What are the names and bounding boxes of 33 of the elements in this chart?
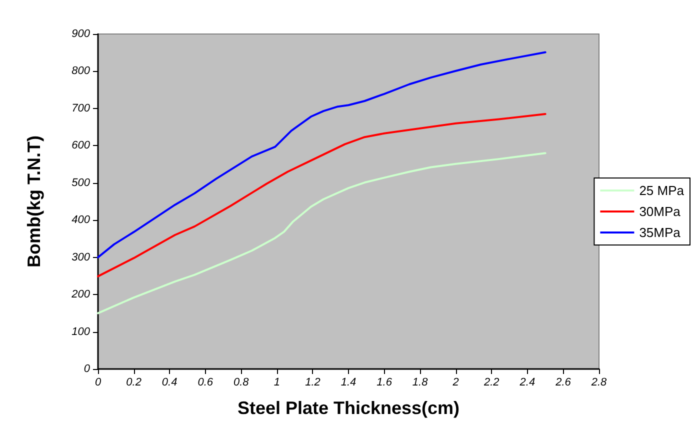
- x-tick-label: 2.6: [554, 376, 572, 388]
- legend-label: 30MPa: [639, 204, 682, 219]
- y-tick-label: 600: [72, 140, 91, 152]
- y-tick-label: 400: [72, 214, 91, 226]
- x-tick-label: 2.2: [482, 376, 500, 388]
- y-tick-label: 900: [72, 28, 91, 40]
- x-tick-label: 1.6: [376, 376, 393, 388]
- legend-label: 35MPa: [639, 225, 682, 240]
- y-tick-label: 800: [72, 65, 91, 78]
- legend-label: 25 MPa: [639, 183, 685, 198]
- x-tick-label: 1.8: [412, 376, 429, 388]
- x-tick-label: 1.2: [305, 376, 320, 388]
- line-series: [97, 152, 546, 314]
- x-axis-title: Steel Plate Thickness(cm): [237, 398, 460, 418]
- y-tick-label: 300: [72, 251, 91, 264]
- x-tick-label: 2.8: [590, 376, 608, 388]
- x-tick-label: 1: [274, 376, 280, 388]
- y-tick-label: 700: [72, 102, 91, 114]
- y-tick-label: 200: [70, 288, 91, 301]
- x-tick-label: 2.4: [518, 376, 536, 388]
- y-tick-label: 100: [72, 326, 91, 338]
- x-tick-label: 2: [452, 376, 459, 388]
- y-tick-label: 0: [84, 363, 91, 375]
- y-tick-label: 500: [72, 176, 91, 189]
- x-tick-label: 0.4: [162, 376, 178, 388]
- x-tick-label: 0.6: [198, 376, 214, 388]
- x-tick-label: 0.2: [126, 376, 142, 388]
- y-axis-title: Bomb(kg T.N.T): [24, 136, 44, 268]
- x-tick-label: 0: [94, 376, 102, 388]
- x-tick-label: 0.8: [233, 376, 250, 388]
- line-series: [97, 51, 546, 258]
- x-tick-label: 1.4: [340, 376, 356, 388]
- line-series: [97, 113, 546, 278]
